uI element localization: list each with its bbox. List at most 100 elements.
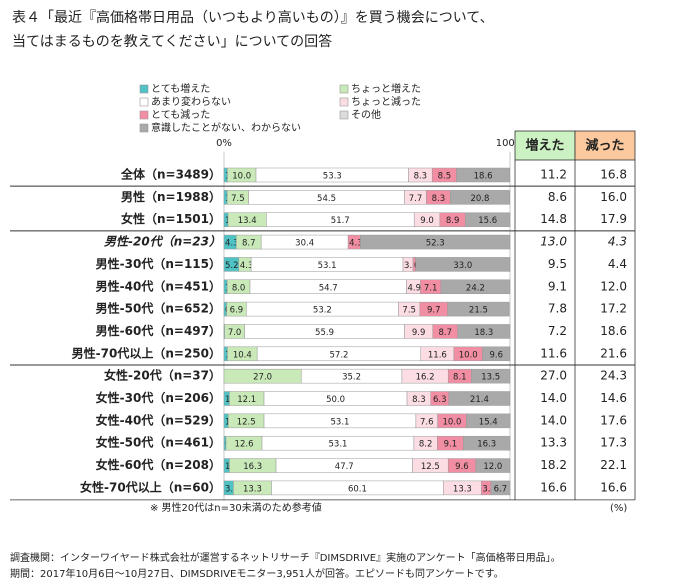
data-label: 6.7 xyxy=(494,484,508,494)
data-label: 7.0 xyxy=(228,328,242,338)
bar-segment xyxy=(457,324,511,339)
data-label: 8.3 xyxy=(432,194,446,204)
data-label: 8.0 xyxy=(232,283,246,293)
legend-label: ちょっと減った xyxy=(351,95,421,108)
bar-segment xyxy=(463,435,511,451)
data-label: 8.7 xyxy=(242,239,256,249)
category-label: 男性（n=1988） xyxy=(121,189,221,204)
data-label: 16.3 xyxy=(477,440,496,450)
data-label: 21.4 xyxy=(470,395,489,405)
data-label: 3.5 xyxy=(404,261,418,271)
table-cell: 18.2 xyxy=(540,458,567,472)
data-label: 53.1 xyxy=(329,440,348,450)
data-label: 12.0 xyxy=(483,462,502,472)
data-label: 24.2 xyxy=(466,283,485,293)
category-label: 女性-50代（n=461） xyxy=(96,435,221,450)
data-label: 8.3 xyxy=(412,395,426,405)
data-label: 8.9 xyxy=(446,216,460,226)
bar-segment xyxy=(449,190,510,205)
data-label: 13.3 xyxy=(453,484,472,494)
data-label: 52.3 xyxy=(426,239,445,249)
table-cell: 27.0 xyxy=(540,369,567,383)
data-label: 7.5 xyxy=(402,306,416,316)
data-label: 9.6 xyxy=(490,350,504,360)
data-label: 10.4 xyxy=(233,350,252,360)
data-label: 10.0 xyxy=(459,350,478,360)
table-header-cell xyxy=(514,130,576,161)
data-label: 6.9 xyxy=(230,306,244,316)
data-label: 16.2 xyxy=(416,373,435,383)
table-cell: 14.8 xyxy=(540,212,567,226)
data-label: 57.2 xyxy=(330,350,349,360)
footer: 調査機関：インターワイヤード株式会社が運営するネットリサーチ『DIMSDRIVE… xyxy=(10,551,561,564)
data-label: 4.9 xyxy=(407,283,421,293)
bar-segment xyxy=(471,368,511,384)
data-label: 7.6 xyxy=(420,417,434,427)
data-label: 50.0 xyxy=(326,395,345,405)
data-label: 51.7 xyxy=(331,216,350,226)
table-cell: 21.6 xyxy=(600,346,627,360)
data-label: 47.7 xyxy=(335,462,354,472)
table-cell: 16.8 xyxy=(600,168,627,182)
data-label: 11.6 xyxy=(428,350,447,360)
data-label: 4.3 xyxy=(240,261,254,271)
data-label: 27.0 xyxy=(253,373,272,383)
data-label: 54.5 xyxy=(317,194,336,204)
data-label: 12.5 xyxy=(237,417,256,427)
data-label: 9.0 xyxy=(420,216,434,226)
bar-segment xyxy=(415,257,511,272)
data-label: 35.2 xyxy=(342,373,361,383)
table-cell: 17.3 xyxy=(600,436,627,450)
data-label: 8.3 xyxy=(414,172,428,182)
table-cell: 14.6 xyxy=(600,391,627,405)
table-cell: 17.2 xyxy=(600,302,627,316)
data-label: 6.3 xyxy=(433,395,447,405)
legend-label: ちょっと増えた xyxy=(351,82,421,95)
legend-swatch xyxy=(139,97,149,107)
data-label: 7.7 xyxy=(409,194,423,204)
category-label: 男性-70代以上（n=250） xyxy=(72,345,221,360)
data-label: 16.3 xyxy=(243,462,262,472)
unit: (%) xyxy=(610,503,627,514)
data-label: 7.1 xyxy=(424,283,438,293)
bar-segment xyxy=(440,279,511,294)
bar-segment xyxy=(447,301,510,317)
table-cell: 4.4 xyxy=(608,257,627,271)
data-label: 8.2 xyxy=(419,440,433,450)
table-cell: 9.5 xyxy=(548,257,567,271)
table-cell: 16.6 xyxy=(540,480,567,494)
data-label: 53.1 xyxy=(331,417,350,427)
legend-swatch xyxy=(139,110,149,120)
data-label: 12.1 xyxy=(237,395,256,405)
legend-label: その他 xyxy=(351,108,381,121)
category-label: 女性-40代（n=529） xyxy=(96,412,221,427)
legend-label: 意識したことがない、わからない xyxy=(151,121,301,134)
data-label: 33.0 xyxy=(453,261,472,271)
legend-label: とても減った xyxy=(151,108,210,121)
table-cell: 14.0 xyxy=(540,391,567,405)
data-label: 12.5 xyxy=(421,462,440,472)
category-label: 女性-20代（n=37） xyxy=(104,368,221,383)
data-label: 5.2 xyxy=(225,261,239,271)
data-label: 13.3 xyxy=(243,484,262,494)
data-label: 15.4 xyxy=(479,417,498,427)
legend-swatch xyxy=(339,110,349,120)
data-label: 10.0 xyxy=(232,172,251,182)
table-cell: 12.0 xyxy=(600,279,627,293)
category-label: 男性-40代（n=451） xyxy=(96,278,221,293)
category-label: 女性-30代（n=206） xyxy=(96,390,221,405)
legend-swatch xyxy=(339,84,349,94)
data-label: 53.3 xyxy=(323,172,342,182)
table-cell: 17.9 xyxy=(600,212,627,226)
data-label: 9.7 xyxy=(427,306,441,316)
table-cell: 16.0 xyxy=(600,190,627,204)
table-cell: 7.8 xyxy=(548,302,567,316)
category-label: 男性-20代（n=23） xyxy=(104,235,221,249)
data-label: 30.4 xyxy=(295,239,314,249)
chart-title: 表４「最近『高価格帯日用品（いつもより高いもの）』を買う機会について、 xyxy=(12,9,494,26)
table-header: 減った xyxy=(585,138,624,154)
category-label: 女性-70代以上（n=60） xyxy=(80,479,221,494)
data-label: 20.8 xyxy=(471,194,490,204)
table-cell: 17.6 xyxy=(600,413,627,427)
table-cell: 18.6 xyxy=(600,324,627,338)
